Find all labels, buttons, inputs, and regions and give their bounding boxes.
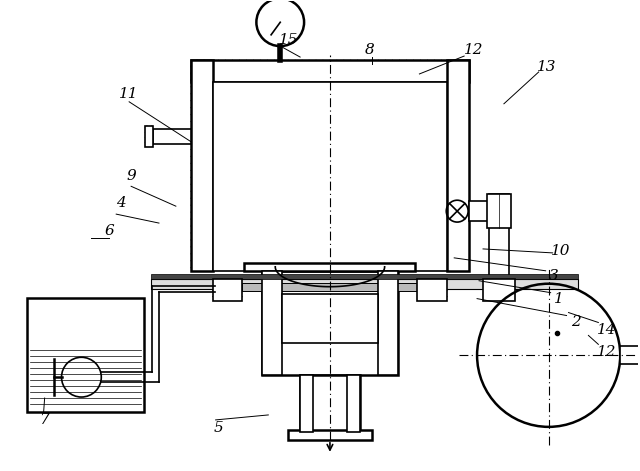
Bar <box>417 279 447 300</box>
Bar <box>487 194 511 228</box>
Bar <box>244 263 415 271</box>
Text: 4: 4 <box>116 196 126 210</box>
Bar <box>347 375 360 432</box>
Bar <box>469 201 504 221</box>
Bar <box>262 271 397 375</box>
Text: 9: 9 <box>126 170 136 183</box>
Bar <box>151 274 579 279</box>
Bar <box>620 346 640 364</box>
Text: 14: 14 <box>596 324 616 337</box>
Text: 2: 2 <box>571 316 580 330</box>
Text: 1: 1 <box>554 292 563 306</box>
Bar <box>262 271 282 375</box>
Bar <box>243 283 417 291</box>
Bar <box>191 60 212 271</box>
Bar <box>153 129 191 144</box>
Bar <box>145 126 153 146</box>
Text: 15: 15 <box>278 33 298 47</box>
Text: 7: 7 <box>39 413 49 427</box>
Bar <box>378 271 397 375</box>
Bar <box>489 194 509 292</box>
Bar <box>300 375 360 432</box>
Bar <box>300 375 313 432</box>
Text: 6: 6 <box>104 224 114 238</box>
Text: 11: 11 <box>120 87 139 101</box>
Bar <box>191 60 469 82</box>
Bar <box>212 279 243 300</box>
Text: 3: 3 <box>548 269 559 283</box>
Text: 8: 8 <box>365 43 374 57</box>
Text: 13: 13 <box>537 60 556 74</box>
Bar <box>151 279 579 289</box>
Bar <box>27 298 144 412</box>
Bar <box>288 430 372 440</box>
Bar <box>483 279 515 300</box>
Text: 5: 5 <box>214 421 223 435</box>
Bar <box>447 60 469 271</box>
Text: 10: 10 <box>551 244 570 258</box>
Bar <box>282 293 378 343</box>
Text: 12: 12 <box>465 43 484 57</box>
Text: 12: 12 <box>596 345 616 359</box>
Bar <box>212 82 447 271</box>
